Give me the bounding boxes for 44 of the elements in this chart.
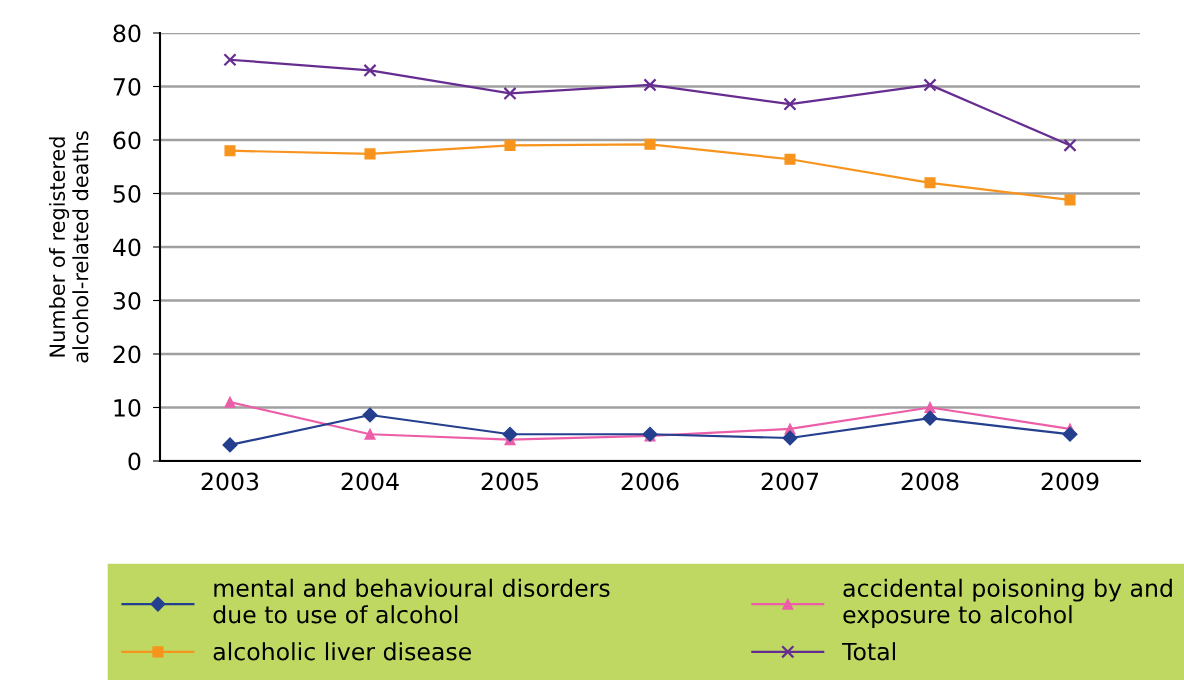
point <box>504 139 516 151</box>
point <box>783 97 797 111</box>
point <box>784 153 796 165</box>
point <box>363 63 377 78</box>
y-tick-label: 50 <box>113 184 141 203</box>
legend-label: accidental poisoning by and exposure to alcohol <box>843 578 1172 629</box>
y-axis-title: Number of registered alcohol-related deaths <box>48 131 89 363</box>
point <box>923 78 937 92</box>
x-tick-label: 2009 <box>1041 472 1099 491</box>
point <box>644 138 656 150</box>
y-tick-label: 60 <box>113 131 141 150</box>
point <box>924 401 936 414</box>
point <box>224 396 236 408</box>
x-tick-label: 2006 <box>621 472 679 491</box>
x-tick-label: 2005 <box>481 472 538 491</box>
y-tick-label: 0 <box>128 452 141 471</box>
y-tick-label: 80 <box>113 24 141 43</box>
point <box>1062 426 1078 442</box>
legend-label: Total <box>842 642 896 661</box>
x-tick-label: 2007 <box>761 472 819 491</box>
legend-label: mental and behavioural disorders due to use of alcohol <box>213 578 610 624</box>
point <box>362 407 378 423</box>
point <box>924 177 936 189</box>
y-tick-label: 70 <box>113 77 141 96</box>
legend-label: alcoholic liver disease <box>213 642 471 661</box>
point <box>1064 194 1076 206</box>
point <box>1063 138 1077 153</box>
y-tick-label: 30 <box>113 291 141 310</box>
point <box>503 86 517 101</box>
point <box>502 426 518 442</box>
point <box>223 53 237 67</box>
y-tick-label: 10 <box>114 398 141 417</box>
x-tick-label: 2008 <box>901 472 959 491</box>
x-tick-label: 2003 <box>201 472 259 491</box>
y-tick-label: 40 <box>113 238 141 257</box>
point <box>643 78 657 92</box>
y-tick-label: 20 <box>113 345 141 364</box>
point <box>922 410 938 426</box>
point <box>364 148 376 160</box>
point <box>364 428 376 440</box>
point <box>224 145 236 157</box>
x-tick-label: 2004 <box>341 472 399 491</box>
point <box>222 437 238 453</box>
point <box>782 430 798 446</box>
